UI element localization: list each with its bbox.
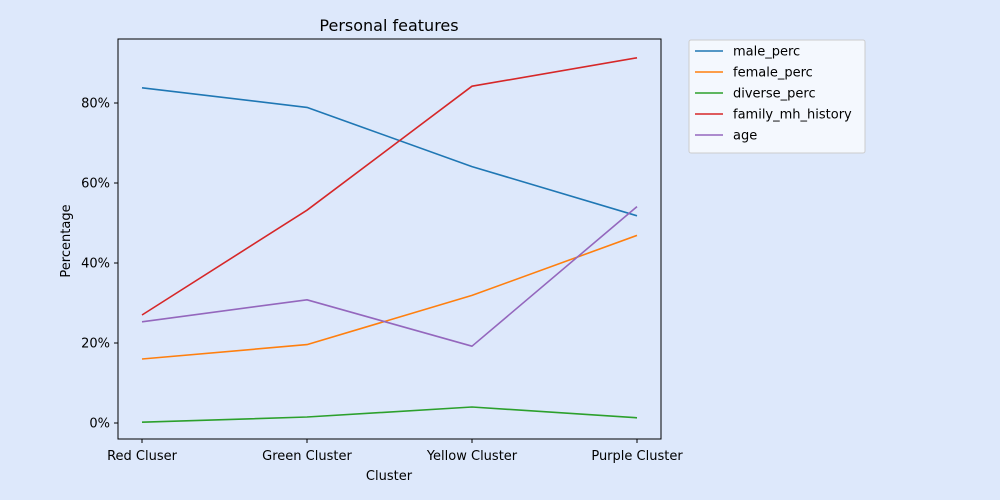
x-tick-label: Yellow Cluster [426,449,518,464]
legend-label: male_perc [733,45,800,60]
series-line-age [141,205,638,348]
y-tick-label: 80% [81,97,110,112]
legend-box [688,39,866,154]
plot-frame [117,38,662,440]
series-line-male-perc [141,87,638,217]
y-axis-label: Percentage [59,204,74,277]
series-line-diverse-perc [141,406,638,423]
legend-label: diverse_perc [733,87,816,102]
y-tick-label: 0% [89,417,110,432]
series-line-family-mh-history [141,57,638,316]
series-line-female-perc [141,234,638,360]
x-tick-label: Green Cluster [262,449,352,464]
chart-title: Personal features [319,16,458,35]
legend: male_perc female_perc diverse_perc family_m… [688,39,866,154]
legend-label: family_mh_history [733,108,852,123]
x-axis-label: Cluster [366,469,413,484]
legend-label: age [733,129,757,144]
x-tick-label: Red Cluser [107,449,178,464]
y-tick-label: 40% [81,257,110,272]
x-tick-label: Purple Cluster [591,449,683,464]
y-tick-label: 60% [81,177,110,192]
plot-area: Red Cluser Green Cluster Yellow Cluster Pur… [81,38,683,464]
legend-label: female_perc [733,66,813,81]
y-tick-label: 20% [81,337,110,352]
